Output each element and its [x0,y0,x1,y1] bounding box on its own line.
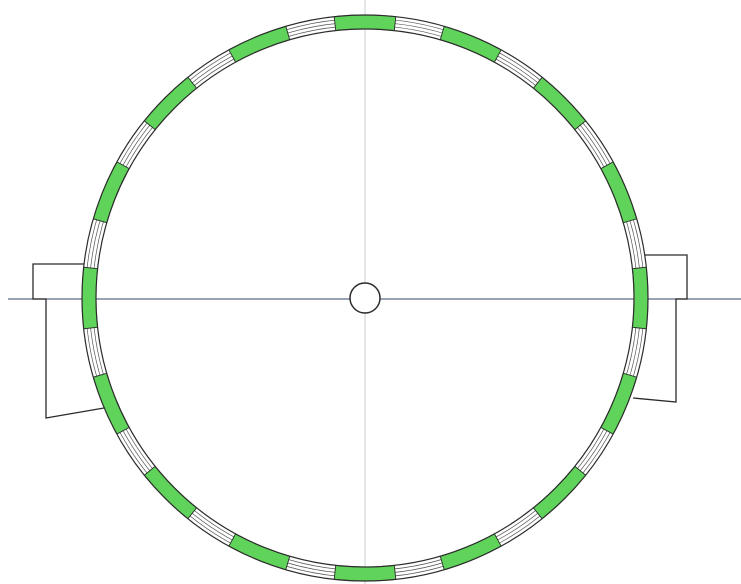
ring-green-segment [333,14,397,32]
ring-green-segment [228,533,291,571]
segment-boundary-line [494,49,502,63]
segment-boundary-line [187,77,197,89]
ring-green-segment [439,533,502,571]
segment-boundary-line [574,466,586,476]
segment-boundary-line [116,427,130,435]
ring-green-segment [92,161,130,224]
segment-boundary-line [83,326,98,330]
segment-boundary-line [632,266,647,270]
segment-boundary-line [574,120,586,130]
ring-green-segment [143,76,198,131]
segment-boundary-line [285,556,291,570]
segment-boundary-line [439,26,445,40]
segment-boundary-line [116,161,130,169]
ring-green-segment [333,564,397,582]
ring-green-segment [532,465,587,520]
segment-boundary-line [144,120,156,130]
segment-boundary-line [600,427,614,435]
segment-boundary-line [285,26,291,40]
segment-boundary-line [333,16,337,31]
segment-boundary-line [623,372,637,378]
segment-boundary-line [228,533,236,547]
right-support-bracket [632,254,688,403]
segment-boundary-line [144,466,156,476]
ring-outline [81,14,649,582]
ring-green-segment [81,266,99,330]
segment-boundary-line [439,556,445,570]
segment-boundary-line [393,565,397,580]
segment-boundary-line [393,16,397,31]
segment-boundary-line [93,372,107,378]
center-circle-icon [349,282,381,314]
ring-inner-edge [95,28,635,568]
left-support-bracket [32,263,105,419]
ring-green-segment [92,372,130,435]
segment-boundary-line [632,326,647,330]
segment-boundary-line [187,507,197,519]
ring-green-segment [228,25,291,63]
segment-boundary-line [333,565,337,580]
ring-segments [81,14,649,582]
segment-boundary-line [623,218,637,224]
segment-boundary-line [600,161,614,169]
segment-boundary-line [93,218,107,224]
segment-boundary-line [83,266,98,270]
segment-boundary-line [228,49,236,63]
segment-boundary-line [533,77,543,89]
ring-green-segment [532,76,587,131]
ring-green-segment [631,266,649,330]
ring-green-segment [600,372,638,435]
ring-green-segment [600,161,638,224]
ring-outer-edge [81,14,649,582]
ring-green-segment [143,465,198,520]
ring-green-segment [439,25,502,63]
segment-boundary-line [494,533,502,547]
segment-boundary-line [533,507,543,519]
